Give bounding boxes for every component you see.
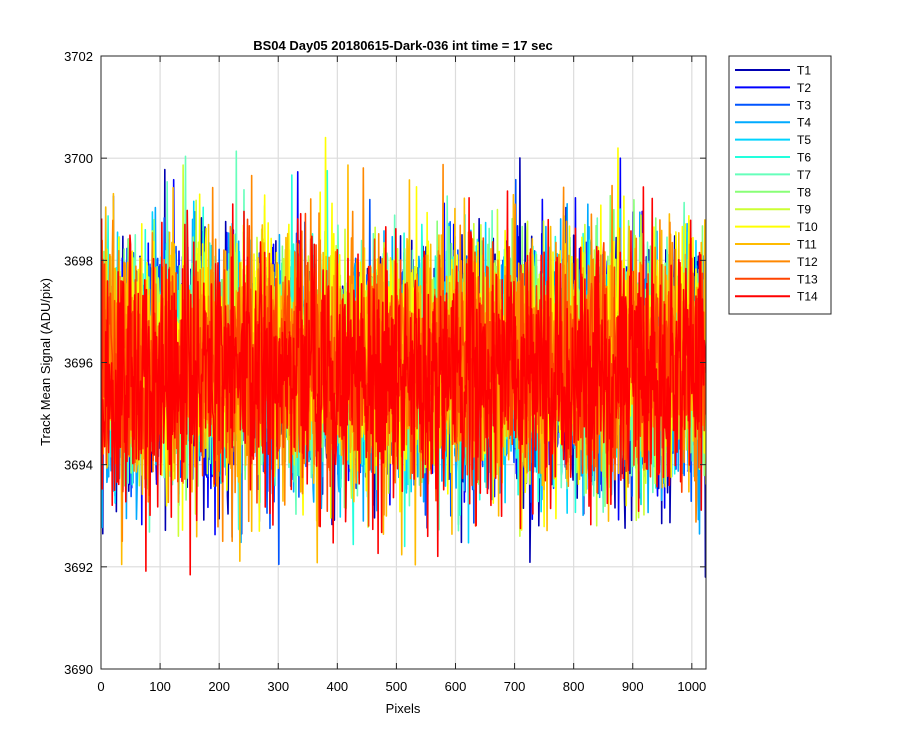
legend-label: T8 xyxy=(797,185,811,199)
y-tick-label: 3698 xyxy=(64,253,93,268)
y-axis-label: Track Mean Signal (ADU/pix) xyxy=(38,278,53,446)
x-tick-label: 500 xyxy=(386,679,408,694)
series-line-t14 xyxy=(101,186,706,576)
legend-box xyxy=(728,55,832,315)
x-tick-label: 600 xyxy=(445,679,467,694)
x-axis-label: Pixels xyxy=(386,701,421,716)
legend-label: T3 xyxy=(797,98,811,112)
x-tick-label: 1000 xyxy=(677,679,706,694)
series-lines xyxy=(101,136,706,578)
legend-label: T13 xyxy=(797,272,818,286)
legend-label: T4 xyxy=(797,116,811,130)
x-tick-label: 800 xyxy=(563,679,585,694)
legend-label: T10 xyxy=(797,220,818,234)
legend-label: T12 xyxy=(797,255,818,269)
x-axis: 0 100 200 300 400 500 600 700 800 900 1000 xyxy=(97,56,706,694)
y-tick-label: 3690 xyxy=(64,662,93,677)
legend-label: T11 xyxy=(797,238,817,252)
y-tick-label: 3702 xyxy=(64,49,93,64)
legend-label: T1 xyxy=(797,64,811,78)
x-tick-label: 0 xyxy=(97,679,104,694)
legend-label: T5 xyxy=(797,133,811,147)
legend-label: T2 xyxy=(797,81,811,95)
x-tick-label: 100 xyxy=(149,679,171,694)
y-tick-label: 3694 xyxy=(64,458,93,473)
y-tick-label: 3692 xyxy=(64,560,93,575)
x-tick-label: 200 xyxy=(208,679,230,694)
y-axis: 3690 3692 3694 3696 3698 3700 3702 xyxy=(64,49,706,677)
chart-title: BS04 Day05 20180615-Dark-036 int time = … xyxy=(253,38,553,53)
legend-label: T14 xyxy=(797,290,818,304)
y-tick-label: 3700 xyxy=(64,151,93,166)
legend-label: T9 xyxy=(797,203,811,217)
x-tick-label: 900 xyxy=(622,679,644,694)
legend-label: T6 xyxy=(797,151,811,165)
x-tick-label: 300 xyxy=(267,679,289,694)
x-tick-label: 400 xyxy=(326,679,348,694)
legend: T1 T2 T3 T4 T5 T6 T7 T8 T9 T10 T11 T12 T13 T14 xyxy=(728,55,832,315)
y-tick-label: 3696 xyxy=(64,356,93,371)
legend-label: T7 xyxy=(797,168,811,182)
x-tick-label: 700 xyxy=(504,679,526,694)
